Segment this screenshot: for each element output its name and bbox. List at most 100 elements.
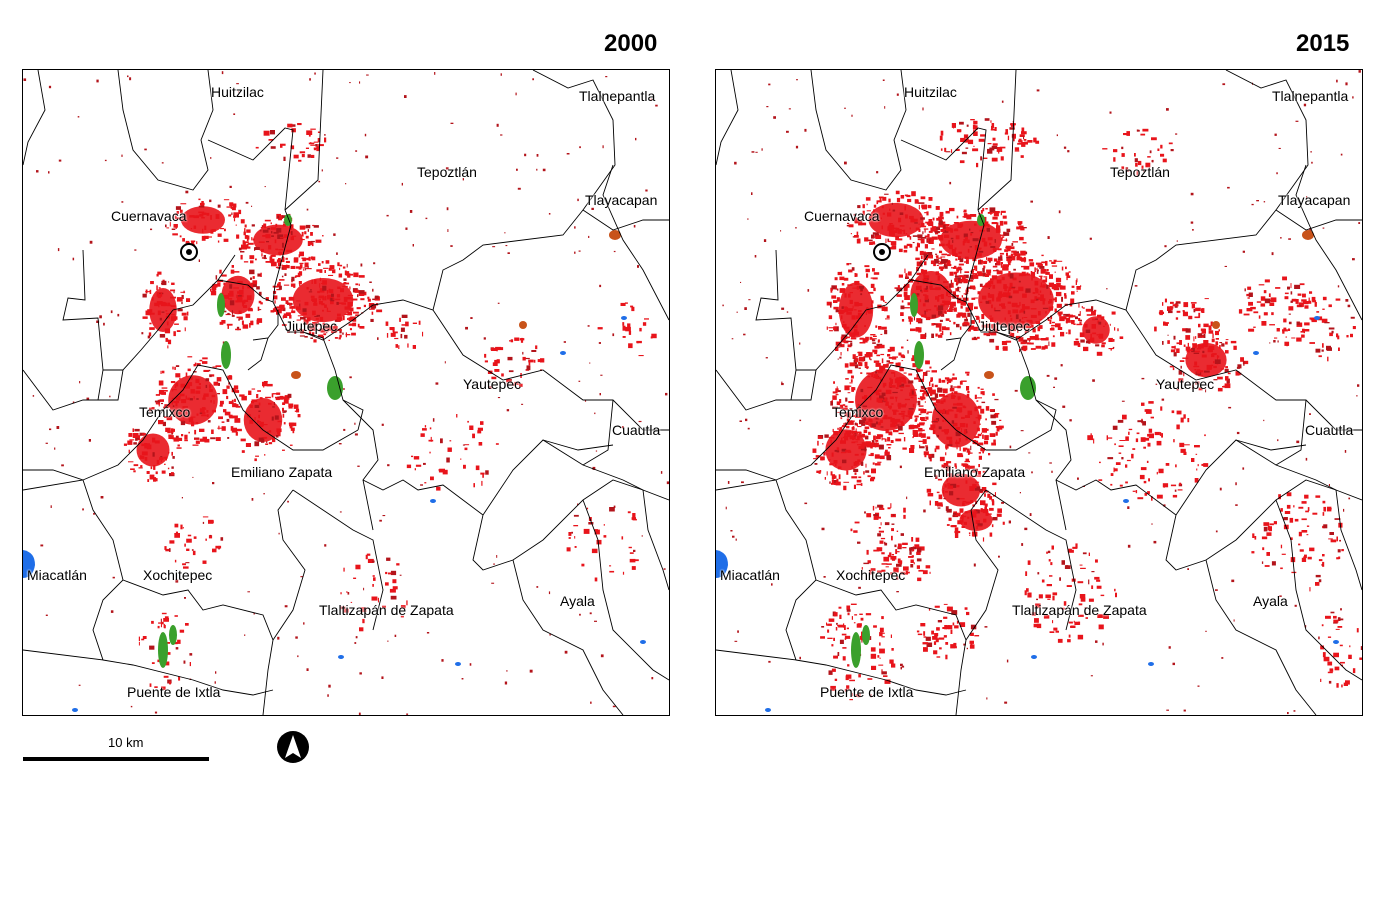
urban-patch bbox=[1004, 289, 1007, 292]
urban-patch bbox=[1301, 501, 1307, 504]
urban-patch bbox=[1188, 315, 1193, 320]
urban-patch bbox=[1352, 668, 1356, 674]
urban-patch bbox=[127, 440, 133, 445]
urban-patch bbox=[241, 244, 247, 250]
urban-patch bbox=[910, 564, 914, 568]
urban-patch bbox=[1042, 284, 1046, 288]
urban-patch bbox=[326, 326, 330, 329]
urban-patch bbox=[353, 577, 357, 579]
water-body bbox=[1314, 316, 1320, 320]
urban-patch bbox=[390, 595, 397, 600]
urban-patch bbox=[271, 261, 277, 267]
urban-patch bbox=[317, 290, 320, 294]
urban-patch bbox=[424, 482, 427, 484]
place-label: Yautepec bbox=[1156, 376, 1215, 392]
urban-patch bbox=[870, 568, 876, 571]
urban-patch bbox=[978, 416, 981, 421]
urban-patch bbox=[1073, 620, 1075, 623]
urban-patch bbox=[161, 392, 166, 395]
urban-patch bbox=[1183, 414, 1186, 419]
urban-patch bbox=[975, 273, 977, 277]
urban-patch bbox=[209, 374, 215, 377]
urban-patch bbox=[879, 648, 885, 654]
urban-patch bbox=[254, 417, 256, 421]
urban-patch bbox=[274, 300, 276, 304]
urban-patch bbox=[872, 232, 879, 235]
urban-patch bbox=[924, 332, 927, 338]
urban-patch bbox=[330, 300, 334, 305]
urban-patch bbox=[964, 138, 969, 143]
urban-patch bbox=[916, 295, 920, 297]
urban-patch bbox=[1096, 585, 1102, 589]
urban-patch bbox=[589, 362, 591, 364]
urban-patch bbox=[1036, 623, 1042, 629]
urban-patch bbox=[192, 476, 194, 478]
urban-patch bbox=[1148, 401, 1154, 404]
urban-patch bbox=[282, 242, 284, 248]
urban-patch bbox=[965, 371, 970, 374]
urban-patch bbox=[862, 204, 865, 209]
urban-patch bbox=[283, 234, 288, 238]
urban-patch bbox=[342, 285, 348, 288]
urban-patch bbox=[1010, 253, 1014, 258]
urban-patch bbox=[1113, 157, 1116, 162]
urban-patch bbox=[918, 423, 925, 426]
urban-patch bbox=[1014, 147, 1020, 151]
urban-patch bbox=[210, 157, 212, 159]
urban-patch bbox=[921, 433, 926, 438]
map-panel-2015[interactable]: Huitzilac Tlalnepantla Tepoztlán Tlayacapan… bbox=[715, 69, 1363, 716]
urban-patch bbox=[897, 285, 900, 290]
urban-patch bbox=[242, 285, 244, 290]
urban-patch bbox=[939, 319, 943, 322]
urban-patch bbox=[1293, 505, 1295, 508]
urban-patch bbox=[358, 292, 365, 296]
map-panel-2000[interactable]: Huitzilac Tlalnepantla Tepoztlán Tlayacapan… bbox=[22, 69, 670, 716]
urban-patch bbox=[885, 318, 890, 320]
urban-patch bbox=[949, 283, 952, 288]
urban-patch bbox=[1023, 265, 1030, 270]
urban-patch bbox=[1049, 328, 1055, 331]
urban-patch bbox=[931, 248, 935, 250]
urban-patch bbox=[326, 310, 331, 312]
urban-patch bbox=[862, 338, 868, 343]
urban-patch bbox=[890, 556, 897, 560]
urban-patch bbox=[904, 194, 909, 197]
urban-patch bbox=[299, 151, 306, 154]
urban-patch bbox=[884, 438, 887, 442]
urban-patch bbox=[504, 681, 508, 685]
urban-patch bbox=[192, 444, 199, 446]
urban-patch bbox=[1307, 556, 1312, 560]
urban-patch bbox=[306, 668, 309, 671]
urban-patch bbox=[864, 426, 870, 430]
urban-patch bbox=[306, 130, 313, 135]
urban-patch bbox=[1295, 120, 1299, 122]
urban-patch bbox=[1200, 328, 1206, 331]
urban-patch bbox=[1095, 640, 1098, 643]
urban-patch bbox=[466, 386, 469, 389]
urban-patch bbox=[1277, 340, 1279, 343]
urban-patch bbox=[856, 479, 862, 483]
urban-patch bbox=[927, 204, 932, 209]
municipal-border bbox=[795, 659, 967, 696]
urban-patch bbox=[1173, 439, 1175, 443]
urban-patch bbox=[1309, 587, 1311, 592]
urban-patch bbox=[1242, 360, 1249, 365]
urban-patch bbox=[837, 411, 842, 413]
urban-patch bbox=[263, 255, 266, 260]
urban-patch bbox=[201, 201, 204, 204]
urban-patch bbox=[940, 333, 943, 335]
municipal-border bbox=[716, 254, 929, 411]
urban-patch bbox=[275, 435, 279, 438]
municipal-border bbox=[1125, 309, 1362, 431]
urban-patch bbox=[158, 287, 161, 289]
urban-patch bbox=[949, 306, 954, 309]
urban-patch bbox=[849, 362, 855, 367]
urban-patch bbox=[1159, 310, 1163, 316]
urban-patch bbox=[923, 253, 928, 258]
urban-patch bbox=[268, 402, 272, 405]
urban-patch bbox=[336, 252, 338, 255]
urban-patch bbox=[931, 333, 934, 338]
urban-patch bbox=[1162, 483, 1169, 488]
urban-patch bbox=[1112, 346, 1115, 349]
urban-patch bbox=[923, 228, 929, 230]
